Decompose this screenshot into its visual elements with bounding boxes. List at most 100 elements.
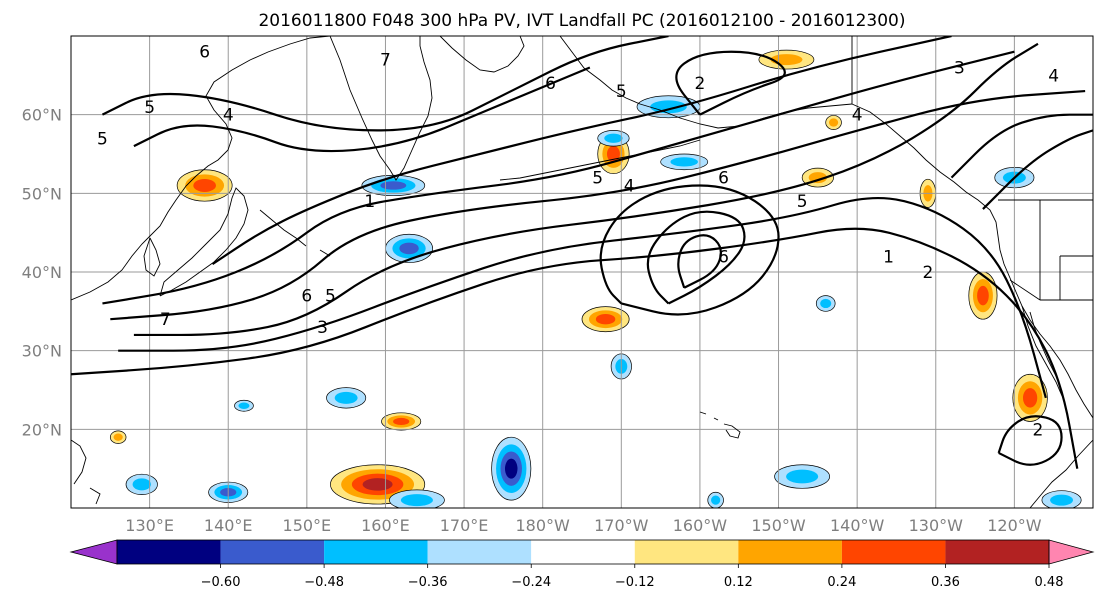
ivt-shading-patch <box>1050 494 1074 506</box>
pv-contour-6 <box>677 234 722 289</box>
ivt-shading-patch <box>977 285 989 306</box>
colorbar-segments <box>69 539 1095 565</box>
colorbar-tick-labels: −0.60 −0.48 −0.36 −0.24 −0.12 0.12 0.24 0.36 0.4… <box>201 564 1064 590</box>
contour-label: 4 <box>852 106 863 126</box>
contour-label-text: 4 <box>1048 66 1059 86</box>
coastline-east-asia <box>71 36 331 301</box>
us-borders <box>851 36 1093 301</box>
colorbar-tick-label: 0.48 <box>1035 575 1064 590</box>
contour-label-text: 6 <box>199 43 210 63</box>
colorbar-segment <box>117 540 221 564</box>
ivt-shading-patch <box>393 417 410 426</box>
colorbar: −0.60 −0.48 −0.36 −0.24 −0.12 0.12 0.24 0.36 0.4… <box>69 539 1095 590</box>
pv-contour-6 <box>675 50 786 116</box>
contour-label-text: 5 <box>592 169 603 189</box>
ivt-shading-patch <box>504 458 518 479</box>
pv-contour-3 <box>133 42 1039 337</box>
pv-contour-5 <box>102 50 1015 305</box>
contour-label: 6 <box>301 287 312 307</box>
colorbar-tick-label: 0.12 <box>724 575 753 590</box>
contour-label-text: 3 <box>954 58 965 78</box>
contour-label: 5 <box>144 98 155 118</box>
ivt-shading-patch <box>193 178 216 192</box>
contour-label-text: 5 <box>144 98 155 118</box>
colorbar-tick-label: 0.24 <box>827 575 856 590</box>
latitude-label: 60°N <box>22 106 62 125</box>
latitude-label: 20°N <box>22 420 62 439</box>
pv-contour-2 <box>950 113 1093 179</box>
ivt-shading-patch <box>238 402 250 409</box>
colorbar-tick-label: −0.60 <box>201 575 241 590</box>
longitude-label: 130°E <box>125 516 174 535</box>
ivt-shading-patch <box>400 494 433 507</box>
contour-label-text: 4 <box>624 176 635 196</box>
longitude-label: 160°E <box>361 516 410 535</box>
contour-label: 1 <box>364 192 375 212</box>
colorbar-segment <box>324 540 428 564</box>
colorbar-segment <box>531 540 635 564</box>
longitude-label: 160°W <box>673 516 728 535</box>
contour-label: 6 <box>718 169 729 189</box>
contour-label-text: 1 <box>883 247 894 267</box>
lat-lon-grid <box>71 36 1093 508</box>
longitude-label: 150°E <box>283 516 332 535</box>
contour-label: 2 <box>1033 420 1044 440</box>
contour-label: 7 <box>160 310 171 330</box>
latitude-labels: 60°N 50°N 40°N 30°N 20°N <box>22 106 62 440</box>
longitude-label: 150°W <box>751 516 806 535</box>
colorbar-segment <box>634 540 739 564</box>
coastline-chukotka <box>439 36 525 73</box>
ivt-shading-patch <box>1022 388 1038 408</box>
colorbar-extend-low <box>69 539 118 565</box>
colorbar-segment <box>841 540 946 564</box>
contour-label: 4 <box>624 176 635 196</box>
longitude-label: 130°W <box>909 516 964 535</box>
contour-label-text: 4 <box>223 106 234 126</box>
contour-label-text: 6 <box>301 287 312 307</box>
ivt-shading-patch <box>113 433 123 441</box>
contour-label: 5 <box>325 287 336 307</box>
contour-label-text: 2 <box>922 263 933 283</box>
longitude-label: 140°E <box>204 516 253 535</box>
latitude-label: 30°N <box>22 342 62 361</box>
ivt-shading-patch <box>399 242 419 255</box>
longitude-label: 180°W <box>516 516 571 535</box>
pv-contour-layer <box>71 36 1093 469</box>
contour-label: 2 <box>922 263 933 283</box>
contour-label: 2 <box>695 74 706 94</box>
ivt-shading-patch <box>711 495 721 505</box>
ivt-shading-patch <box>334 391 358 404</box>
contour-label: 6 <box>199 43 210 63</box>
contour-label: 7 <box>380 51 391 71</box>
colorbar-segment <box>427 540 532 564</box>
contour-label-text: 4 <box>852 106 863 126</box>
contour-label: 6 <box>545 74 556 94</box>
ivt-shading-layer <box>109 49 1082 508</box>
contour-label: 1 <box>883 247 894 267</box>
pv-contour-4 <box>599 184 780 316</box>
coastline-kamchatka <box>329 36 433 181</box>
latitude-label: 50°N <box>22 184 62 203</box>
contour-label-text: 2 <box>1033 420 1044 440</box>
ivt-shading-patch <box>606 145 620 163</box>
contour-label: 5 <box>797 192 808 212</box>
ivt-shading-patch <box>595 314 616 325</box>
ivt-shading-patch <box>604 133 623 143</box>
coastline-north-america-west <box>851 103 1093 419</box>
contour-label-text: 1 <box>364 192 375 212</box>
latitude-label: 40°N <box>22 263 62 282</box>
contour-label-text: 5 <box>797 192 808 212</box>
coastline-hawaii <box>699 411 741 439</box>
longitude-label: 140°W <box>830 516 885 535</box>
contour-label: 3 <box>317 318 328 338</box>
contour-label-text: 3 <box>317 318 328 338</box>
colorbar-segment <box>738 540 842 564</box>
pv-contour-2 <box>118 196 1047 399</box>
longitude-labels: 130°E 140°E 150°E 160°E 170°E 180°W 170°W 160°W… <box>125 516 1041 535</box>
contour-label-text: 7 <box>380 51 391 71</box>
ivt-shading-patch <box>362 478 393 491</box>
coastline-japan <box>159 187 249 297</box>
